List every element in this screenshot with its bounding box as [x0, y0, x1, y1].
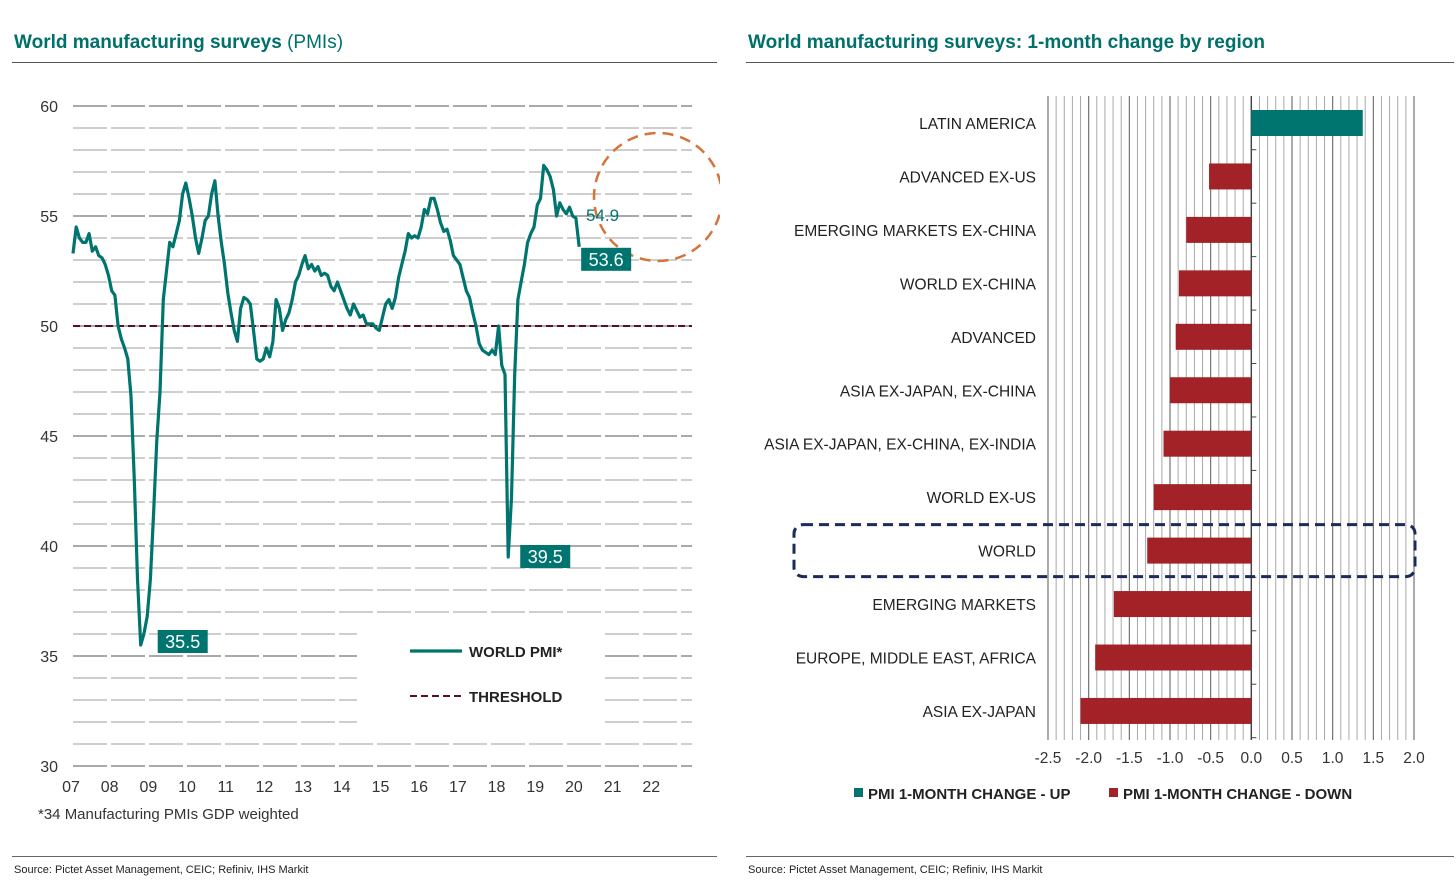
y-tick-label: 40	[40, 539, 58, 556]
left-title-main: World manufacturing surveys	[14, 32, 282, 53]
right-source: Source: Pictet Asset Management, CEIC; R…	[748, 864, 1043, 876]
category-label: ASIA EX-JAPAN	[923, 704, 1036, 721]
y-tick-label: 35	[40, 649, 58, 666]
category-label: ADVANCED	[951, 330, 1036, 347]
pmi-line-chart: 30 35 40 45 50 55 60 07 08 09 10 11 12 13 14 15 16 17 18 19…	[40, 99, 720, 796]
world-highlight-box	[792, 523, 1417, 579]
y-tick-label: 50	[40, 319, 58, 336]
left-title-suffix: (PMIs)	[287, 32, 344, 53]
x-tick-label: 12	[256, 779, 274, 796]
label-35-5: 35.5	[165, 632, 200, 652]
right-title-rule	[746, 62, 1454, 63]
category-label: LATIN AMERICA	[919, 116, 1037, 133]
x-tick-label: 2.0	[1403, 750, 1425, 767]
bar	[1178, 270, 1252, 297]
bar	[1080, 697, 1252, 724]
category-label: ASIA EX-JAPAN, EX-CHINA, EX-INDIA	[764, 437, 1037, 454]
label-35-5-box	[157, 630, 208, 653]
category-label: EMERGING MARKETS	[872, 597, 1036, 614]
footnote: *34 Manufacturing PMIs GDP weighted	[38, 806, 299, 823]
x-tick-label: -2.5	[1035, 750, 1062, 767]
x-tick-label: 08	[101, 779, 119, 796]
bar	[1251, 110, 1363, 136]
label-54-9: 54.9	[586, 206, 619, 225]
bar	[1170, 377, 1252, 404]
legend-threshold-label: THRESHOLD	[469, 689, 563, 706]
x-tick-label: -2.0	[1075, 750, 1102, 767]
x-tick-label: 21	[604, 779, 622, 796]
legend-pmi-label: WORLD PMI*	[469, 644, 562, 661]
category-label: EMERGING MARKETS EX-CHINA	[794, 223, 1037, 240]
x-tick-label: 15	[372, 779, 390, 796]
category-label: WORLD	[978, 544, 1036, 561]
x-tick-label: 13	[294, 779, 312, 796]
x-tick-label: 20	[565, 779, 583, 796]
x-tick-label: 09	[139, 779, 157, 796]
x-tick-label: 17	[449, 779, 467, 796]
x-tick-label: -1.5	[1116, 750, 1143, 767]
label-39-5-box	[520, 545, 571, 568]
x-tick-label: 22	[642, 779, 660, 796]
label-39-5: 39.5	[528, 547, 563, 567]
bar	[1147, 537, 1252, 564]
bar	[1153, 484, 1252, 511]
y-tick-label: 55	[40, 209, 58, 226]
x-tick-label: 1.5	[1363, 750, 1385, 767]
legend-up-label: PMI 1-MONTH CHANGE - UP	[868, 786, 1071, 803]
right-source-rule	[746, 856, 1454, 857]
world-pmi-line	[71, 163, 581, 647]
legend-down-label: PMI 1-MONTH CHANGE - DOWN	[1123, 786, 1352, 803]
y-tick-label: 45	[40, 429, 58, 446]
legend-down-swatch	[1109, 788, 1118, 797]
x-tick-label: 11	[217, 779, 234, 796]
category-label: ADVANCED EX-US	[899, 169, 1036, 186]
x-tick-label: 07	[62, 779, 80, 796]
left-title-rule	[12, 62, 717, 63]
x-tick-label: -1.0	[1157, 750, 1184, 767]
legend-up-swatch	[854, 788, 863, 797]
x-tick-label: 16	[410, 779, 428, 796]
category-label: WORLD EX-CHINA	[900, 276, 1037, 293]
bar	[1113, 591, 1252, 618]
category-label: WORLD EX-US	[927, 490, 1036, 507]
y-tick-label: 60	[40, 99, 58, 116]
x-tick-label: 0.5	[1281, 750, 1303, 767]
bar	[1095, 644, 1252, 671]
category-label: ASIA EX-JAPAN, EX-CHINA	[840, 383, 1037, 400]
x-tick-label: -0.5	[1197, 750, 1224, 767]
x-tick-label: 19	[526, 779, 544, 796]
bar	[1175, 323, 1252, 350]
category-label: EUROPE, MIDDLE EAST, AFRICA	[796, 651, 1037, 668]
left-chart-title: World manufacturing surveys (PMIs)	[14, 32, 343, 54]
left-source-rule	[12, 856, 717, 857]
left-source: Source: Pictet Asset Management, CEIC; R…	[14, 864, 309, 876]
x-tick-label: 10	[178, 779, 196, 796]
bar	[1186, 216, 1252, 243]
region-bar-chart: LATIN AMERICA ADVANCED EX-US EMERGING MARK…	[764, 96, 1425, 803]
label-53-6-box	[581, 247, 632, 271]
label-53-6: 53.6	[589, 250, 624, 270]
x-tick-label: 18	[488, 779, 506, 796]
y-tick-label: 30	[40, 759, 58, 776]
legend-background	[357, 628, 605, 730]
x-tick-label: 0.0	[1241, 750, 1263, 767]
x-tick-label: 14	[333, 779, 351, 796]
right-chart-title: World manufacturing surveys: 1-month cha…	[748, 32, 1265, 53]
highlight-circle	[592, 131, 720, 263]
x-tick-label: 1.0	[1322, 750, 1344, 767]
bar	[1163, 430, 1252, 457]
bar	[1209, 163, 1252, 190]
